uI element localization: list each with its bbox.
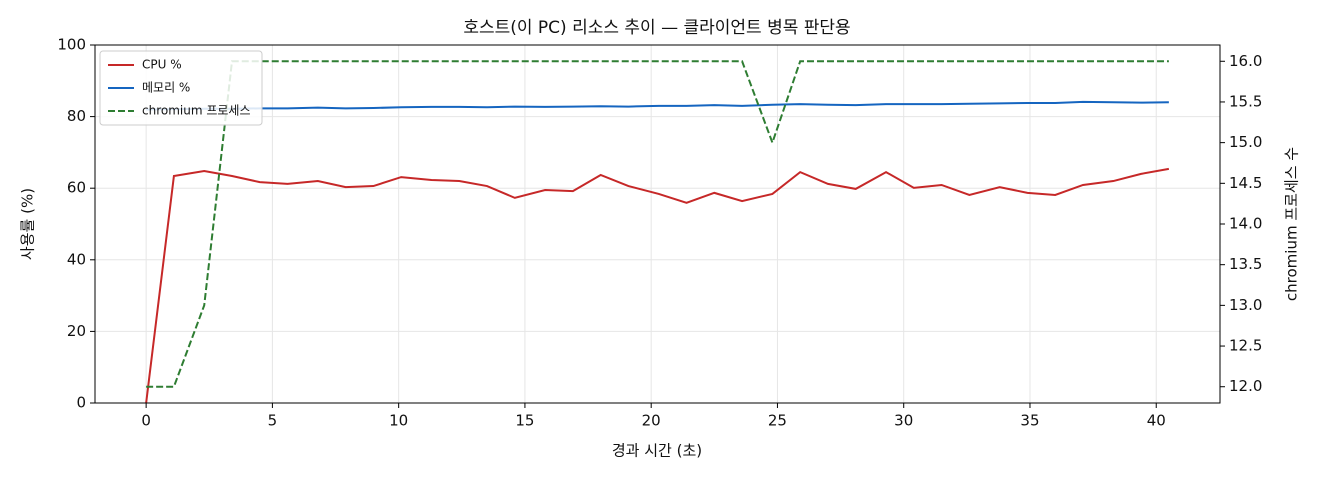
y2-tick-label: 15.0 [1229, 133, 1262, 151]
y2-tick-label: 14.5 [1229, 174, 1262, 192]
y2-tick-label: 12.0 [1229, 377, 1262, 395]
y2-tick-label: 13.0 [1229, 296, 1262, 314]
y-axis-label: 사용률 (%) [19, 188, 37, 260]
y-tick-label: 60 [67, 179, 86, 197]
legend-label: 메모리 % [142, 81, 190, 95]
y-tick-label: 80 [67, 107, 86, 125]
y2-axis-label: chromium 프로세스 수 [1283, 147, 1301, 301]
x-tick-label: 25 [768, 412, 787, 430]
x-axis-label: 경과 시간 (초) [612, 442, 702, 460]
y-tick-label: 40 [67, 250, 86, 268]
legend-label: CPU % [142, 58, 182, 72]
x-tick-label: 20 [642, 412, 661, 430]
x-tick-label: 5 [268, 412, 278, 430]
x-tick-label: 35 [1020, 412, 1039, 430]
x-tick-label: 10 [389, 412, 408, 430]
y-tick-label: 100 [57, 36, 86, 54]
legend: CPU % 메모리 % chromium 프로세스 [99, 50, 263, 126]
y-tick-label: 20 [67, 322, 86, 340]
series-line [145, 167, 1170, 404]
x-tick-label: 0 [141, 412, 151, 430]
legend-box [99, 50, 263, 126]
y2-tick-label: 12.5 [1229, 337, 1262, 355]
y2-tick-label: 14.0 [1229, 215, 1262, 233]
y2-tick-label: 15.5 [1229, 92, 1262, 110]
x-tick-label: 40 [1147, 412, 1166, 430]
x-tick-label: 30 [894, 412, 913, 430]
x-tick-label: 15 [515, 412, 534, 430]
legend-label: chromium 프로세스 [142, 104, 251, 118]
series-line [146, 60, 1169, 388]
plot-frame [94, 44, 1221, 404]
y2-tick-label: 13.5 [1229, 255, 1262, 273]
chart-title: 호스트(이 PC) 리소스 추이 — 클라이언트 병목 판단용 [463, 18, 850, 38]
series-line [146, 100, 1169, 111]
y-tick-label: 0 [76, 394, 86, 412]
y2-tick-label: 16.0 [1229, 52, 1262, 70]
